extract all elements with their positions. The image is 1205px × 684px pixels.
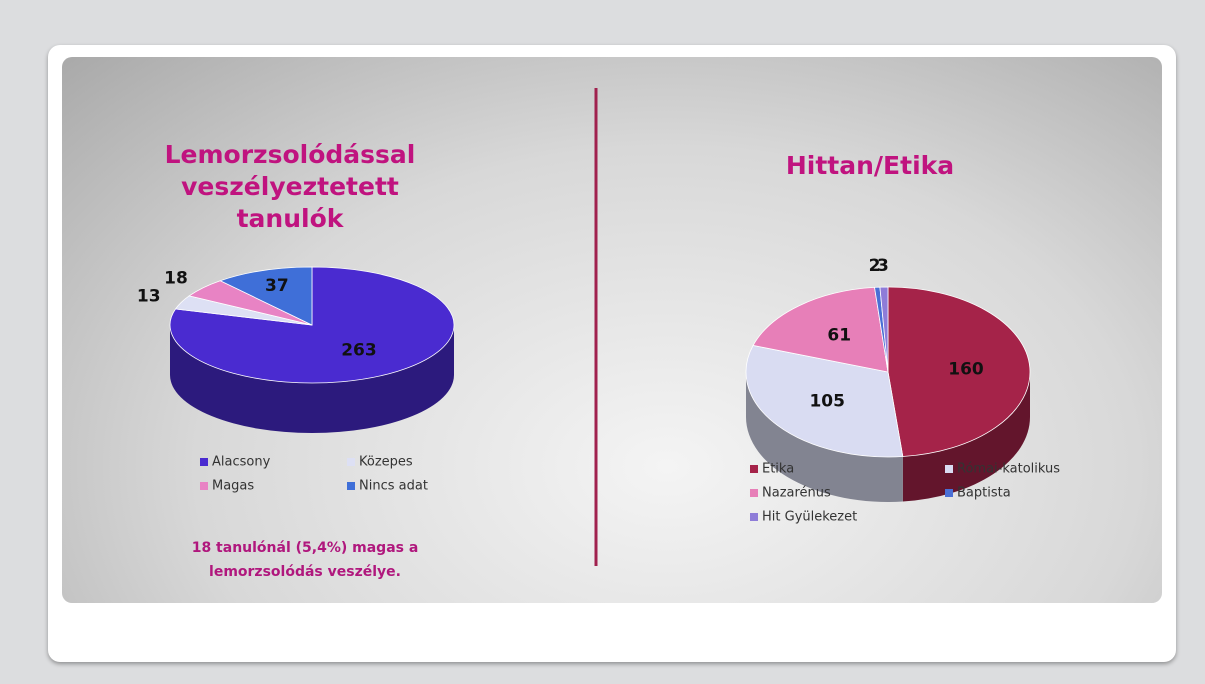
legend-swatch (750, 513, 758, 521)
legend-swatch (945, 489, 953, 497)
legend-label: Hit Gyülekezet (762, 510, 857, 525)
legend-label: Etika (762, 462, 794, 477)
pie-slice (752, 286, 889, 373)
legend-swatch (347, 458, 355, 466)
chart-title: Lemorzsolódással veszélyeztetett tanulók (164, 140, 416, 233)
data-label: 37 (265, 276, 289, 296)
legend-label: Római-katolikus (957, 462, 1060, 477)
data-label: 3 (877, 256, 889, 276)
legend-swatch (347, 482, 355, 490)
legend-label: Baptista (957, 486, 1011, 501)
annotation: 18 tanulónál (5,4%) magas a lemorzsolódá… (191, 540, 419, 580)
pie-side (902, 372, 1030, 502)
legend-swatch (750, 489, 758, 497)
legend-swatch (200, 482, 208, 490)
legend-label: Nincs adat (359, 479, 428, 494)
pie-slice (745, 344, 904, 458)
data-label: 13 (137, 287, 161, 307)
legend-label: Közepes (359, 455, 413, 470)
pie-side (746, 372, 903, 502)
data-label: 18 (164, 268, 188, 288)
legend-swatch (750, 465, 758, 473)
legend-swatch (200, 458, 208, 466)
legend-label: Nazarénus (762, 486, 831, 501)
pie-slice (169, 266, 455, 384)
legend-swatch (945, 465, 953, 473)
pie-slice (219, 266, 313, 326)
data-label: 61 (827, 325, 851, 345)
pie-side (170, 325, 454, 433)
legend-label: Alacsony (212, 455, 271, 470)
data-label: 105 (809, 391, 845, 411)
pie-slice (887, 286, 1031, 457)
pie-slice (879, 286, 889, 373)
data-label: 263 (341, 340, 377, 360)
legend-label: Magas (212, 479, 254, 494)
data-label: 160 (948, 360, 984, 380)
data-label: 2 (869, 256, 881, 276)
chart-title: Hittan/Etika (785, 151, 955, 180)
